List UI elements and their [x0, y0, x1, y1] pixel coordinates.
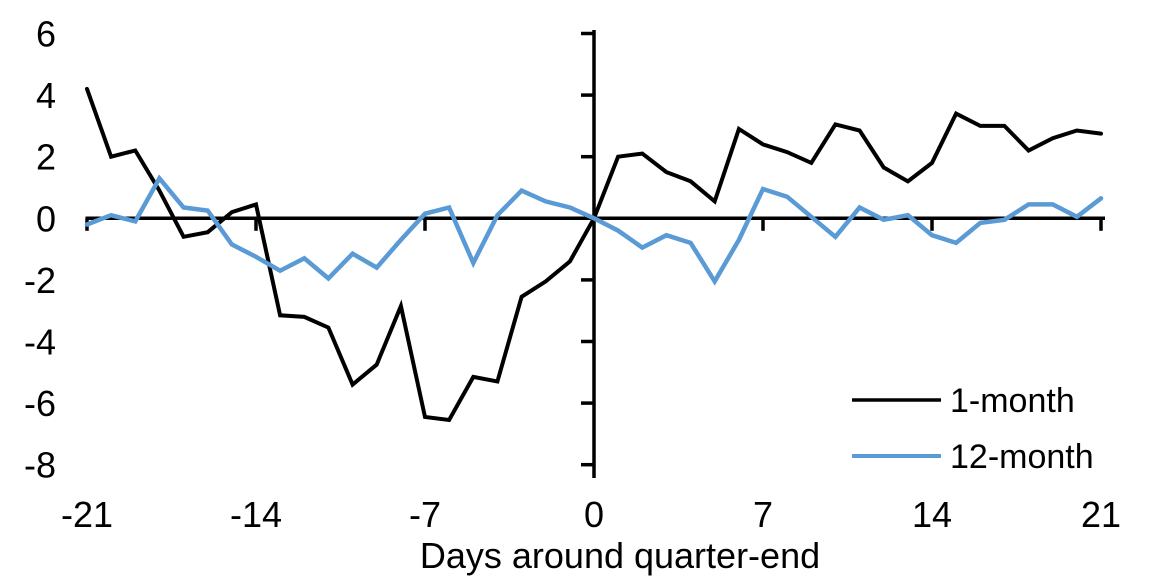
y-tick-label: 4 [36, 75, 56, 116]
y-tick-label: -8 [24, 445, 56, 486]
y-tick-label: 0 [36, 198, 56, 239]
axes: -21 -14 -7 0 7 14 21 6 4 2 0 -2 -4 -6 -8 [24, 14, 1121, 536]
x-tick-label: 21 [1081, 494, 1121, 535]
y-tick-label: -2 [24, 260, 56, 301]
x-tick-label: 0 [584, 494, 604, 535]
legend: 1-month 12-month [852, 382, 1094, 476]
y-tick-label: -4 [24, 322, 56, 363]
legend-label-1-month: 1-month [950, 382, 1075, 420]
y-tick-label: 2 [36, 137, 56, 178]
legend-label-12-month: 12-month [950, 438, 1094, 476]
x-tick-label: -7 [409, 494, 441, 535]
y-tick-label: -6 [24, 383, 56, 424]
x-tick-label: -21 [61, 494, 113, 535]
x-tick-label: 14 [912, 494, 952, 535]
series-lines [84, 86, 1104, 423]
x-axis-title: Days around quarter-end [420, 535, 820, 576]
x-tick-label: 7 [753, 494, 773, 535]
series-line-12-month [84, 174, 1104, 286]
x-tick-label: -14 [230, 494, 282, 535]
y-tick-label: 6 [36, 14, 56, 55]
